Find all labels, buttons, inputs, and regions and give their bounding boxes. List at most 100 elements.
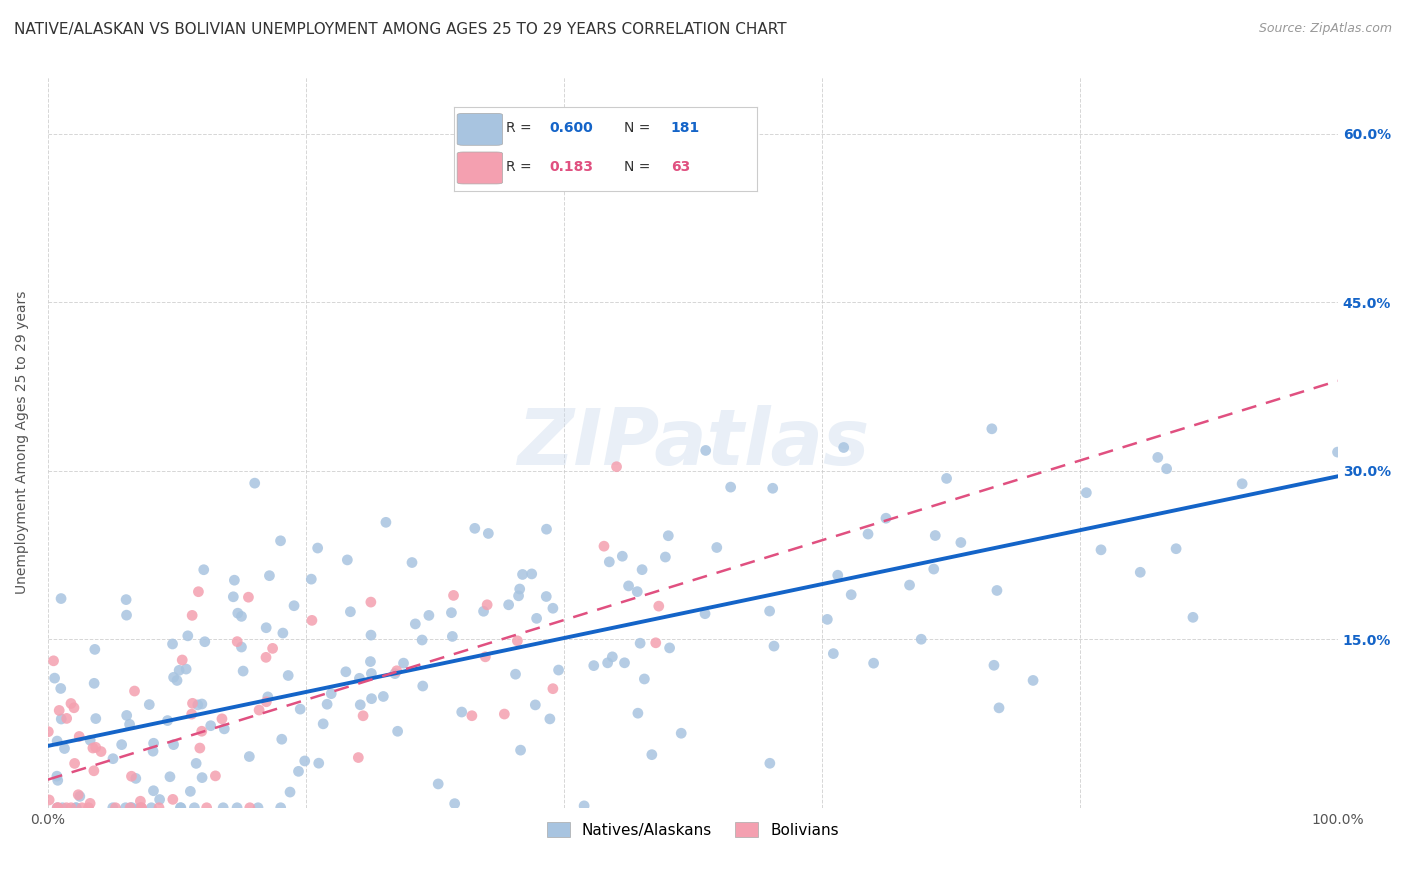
Point — [617, 579, 640, 593]
Point — [104, 801, 127, 815]
Point — [613, 656, 636, 670]
Point — [226, 634, 249, 648]
Point — [65, 801, 87, 815]
Point — [949, 535, 972, 549]
Point — [336, 553, 359, 567]
Point — [526, 611, 548, 625]
Point — [38, 793, 60, 807]
Point — [159, 770, 181, 784]
Point — [290, 702, 312, 716]
Point — [69, 789, 91, 804]
Point — [582, 658, 605, 673]
Point — [536, 590, 558, 604]
Point — [239, 801, 262, 815]
Point — [254, 650, 277, 665]
Point — [51, 712, 73, 726]
Point — [472, 604, 495, 618]
Point — [1326, 445, 1348, 459]
Point — [299, 572, 322, 586]
Point — [509, 743, 531, 757]
Point — [63, 700, 86, 714]
Point — [308, 756, 330, 771]
Point — [232, 664, 254, 678]
Point — [270, 732, 292, 747]
Point — [70, 801, 93, 815]
Point — [541, 601, 564, 615]
Point — [832, 441, 855, 455]
Point — [520, 566, 543, 581]
Point — [695, 443, 717, 458]
Point — [360, 628, 382, 642]
Point — [222, 590, 245, 604]
Point — [283, 599, 305, 613]
Point — [278, 785, 301, 799]
Point — [195, 801, 218, 815]
Point — [387, 724, 409, 739]
Point — [270, 533, 292, 548]
Point — [360, 595, 382, 609]
Point — [1230, 476, 1253, 491]
Point — [360, 691, 382, 706]
Point — [536, 522, 558, 536]
Point — [648, 599, 671, 614]
Point — [162, 637, 184, 651]
Point — [172, 653, 194, 667]
Point — [45, 769, 67, 783]
Point — [256, 690, 278, 704]
Point — [762, 481, 785, 495]
Point — [477, 526, 499, 541]
Point — [55, 711, 77, 725]
Point — [186, 756, 208, 771]
Point — [188, 741, 211, 756]
Point — [166, 673, 188, 688]
Point — [48, 703, 70, 717]
Point — [671, 726, 693, 740]
Point — [129, 801, 152, 815]
Point — [986, 583, 1008, 598]
Point — [475, 598, 498, 612]
Point — [572, 798, 595, 813]
Point — [1156, 461, 1178, 475]
Point — [167, 663, 190, 677]
Point — [316, 698, 339, 712]
Point — [120, 801, 142, 815]
Point — [935, 471, 957, 485]
Point — [1076, 485, 1098, 500]
Point — [46, 801, 69, 815]
Point — [83, 676, 105, 690]
Point — [193, 563, 215, 577]
Point — [111, 738, 134, 752]
Point — [120, 801, 142, 815]
Point — [277, 668, 299, 682]
Point — [129, 801, 152, 815]
Point — [46, 801, 69, 815]
Point — [49, 681, 72, 696]
Point — [180, 707, 202, 722]
Point — [67, 788, 90, 802]
Point — [441, 629, 464, 643]
Point — [633, 672, 655, 686]
Point — [169, 801, 191, 815]
Y-axis label: Unemployment Among Ages 25 to 29 years: Unemployment Among Ages 25 to 29 years — [15, 291, 30, 594]
Point — [55, 801, 77, 815]
Point — [247, 703, 270, 717]
Point — [238, 590, 260, 604]
Point — [142, 736, 165, 750]
Point — [149, 792, 172, 806]
Point — [162, 738, 184, 752]
Point — [508, 589, 530, 603]
Point — [352, 708, 374, 723]
Point — [411, 632, 433, 647]
Point — [404, 616, 426, 631]
Point — [231, 609, 253, 624]
Point — [262, 641, 284, 656]
Point — [226, 606, 249, 620]
Point — [1129, 566, 1152, 580]
Point — [349, 698, 371, 712]
Point — [46, 801, 69, 815]
Point — [758, 604, 780, 618]
Point — [121, 801, 143, 815]
Point — [606, 459, 628, 474]
Point — [79, 733, 101, 747]
Point — [115, 708, 138, 723]
